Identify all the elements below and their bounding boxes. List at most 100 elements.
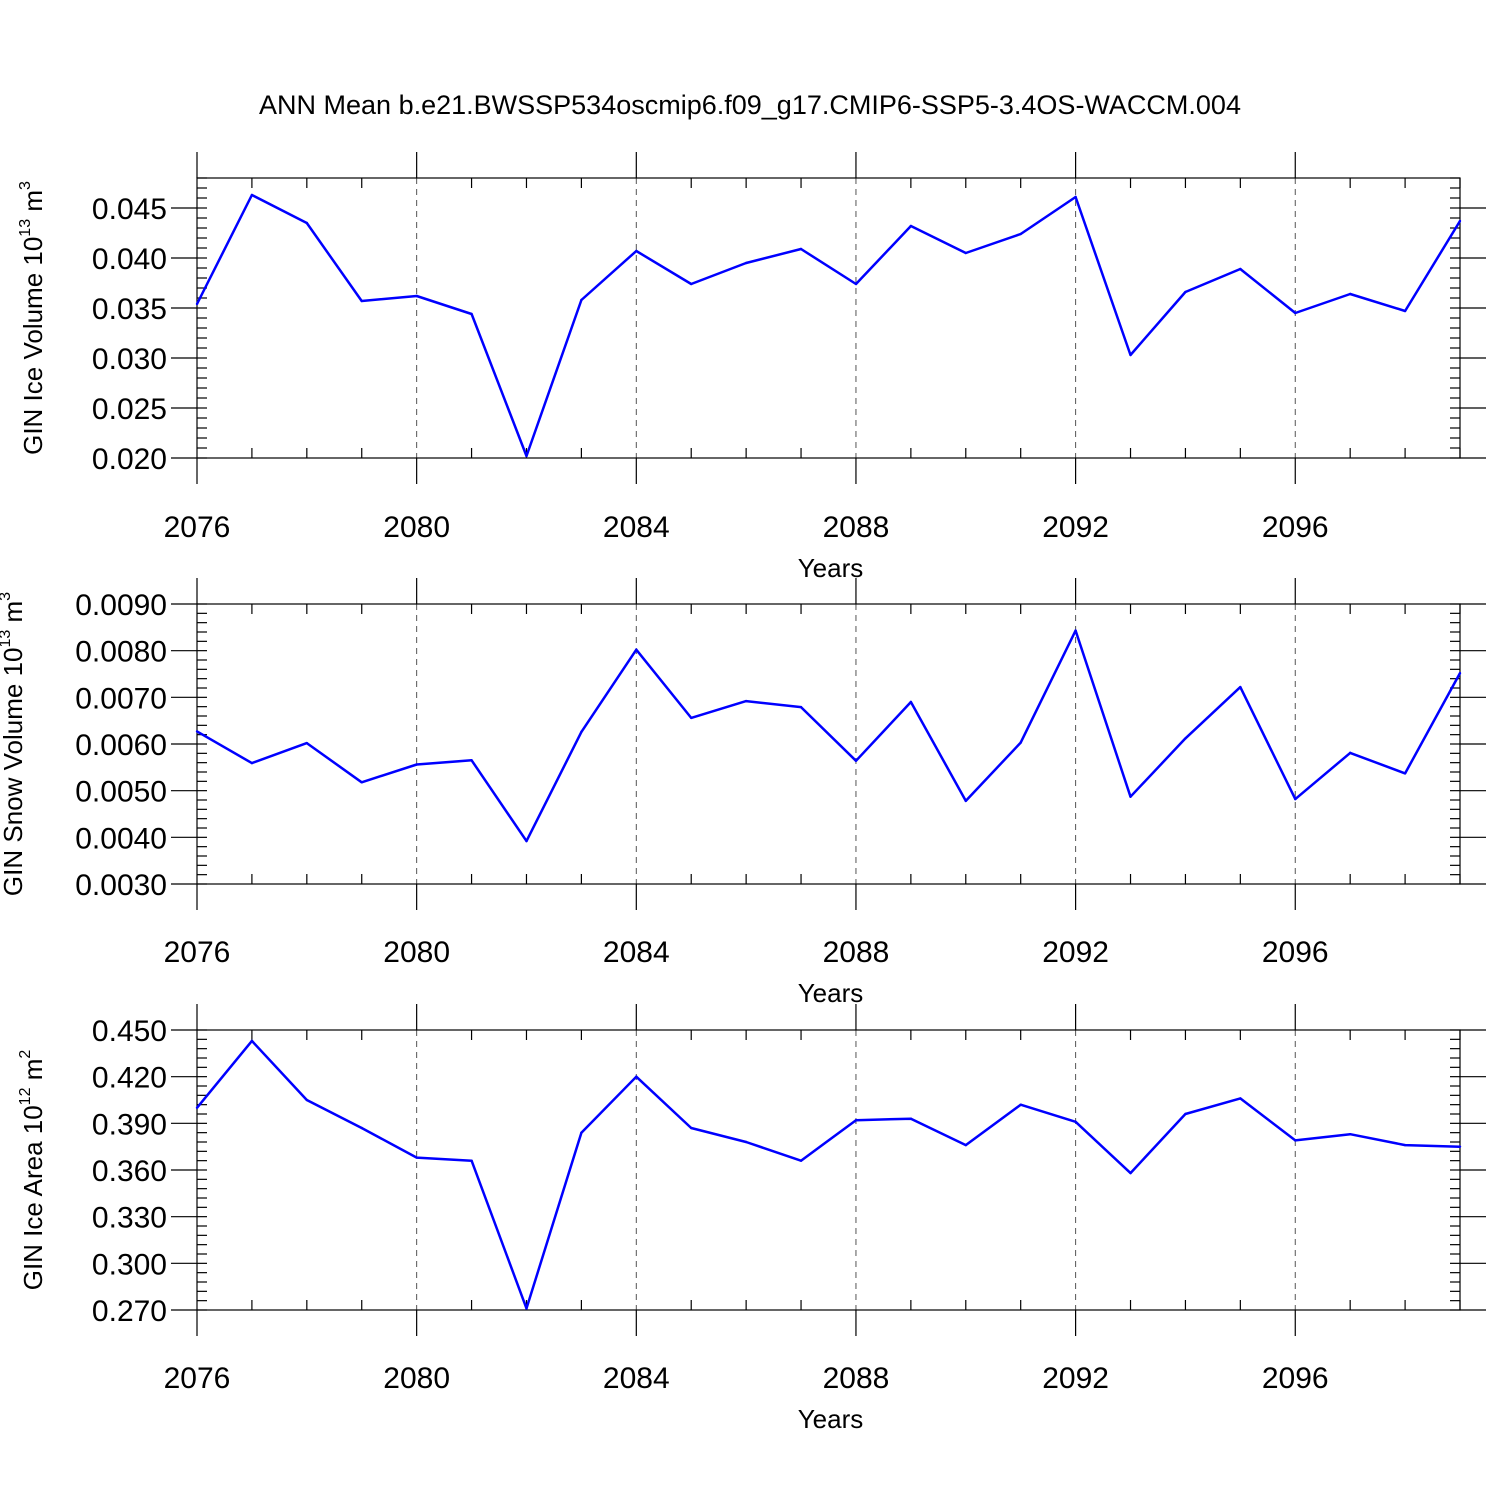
- data-point: [744, 699, 748, 703]
- data-point: [799, 247, 803, 251]
- series-line: [196, 629, 1462, 843]
- y-tick-label: 0.0090: [75, 589, 167, 622]
- data-point: [964, 1143, 967, 1147]
- data-point: [635, 1075, 638, 1078]
- y-tick-label: 0.300: [92, 1248, 167, 1281]
- data-point: [909, 1117, 913, 1120]
- data-point: [470, 759, 473, 762]
- x-tick-label: 2076: [164, 511, 231, 544]
- data-point: [1184, 290, 1187, 294]
- data-point: [854, 282, 858, 286]
- data-point: [415, 294, 418, 298]
- y-tick-label: 0.330: [92, 1202, 167, 1235]
- y-tick-label: 0.0030: [75, 869, 167, 902]
- data-point: [580, 298, 583, 302]
- data-point: [195, 730, 199, 733]
- data-point: [1074, 1120, 1077, 1123]
- y-tick-label: 0.0070: [75, 682, 167, 715]
- x-tick-label: 2084: [603, 936, 670, 969]
- y-tick-label: 0.0040: [75, 822, 167, 855]
- y-tick-label: 0.0050: [75, 776, 167, 809]
- plot-frame: [196, 603, 1461, 885]
- x-axis-label: Years: [798, 978, 864, 1008]
- x-axis-label: Years: [798, 1404, 864, 1434]
- data-point: [799, 1159, 803, 1162]
- data-point: [470, 1159, 473, 1162]
- data-point: [1129, 795, 1132, 798]
- y-tick-label: 0.040: [92, 243, 167, 276]
- data-point: [854, 1119, 858, 1122]
- y-tick-label: 0.025: [92, 393, 167, 426]
- x-tick-label: 2088: [823, 936, 890, 969]
- y-tick-label: 0.035: [92, 293, 167, 326]
- y-axis-label: GIN Snow Volume 1013 m3: [0, 592, 28, 896]
- x-tick-label: 2080: [383, 511, 450, 544]
- data-point: [1184, 737, 1187, 740]
- data-point: [1074, 195, 1077, 199]
- data-point: [909, 224, 913, 228]
- x-tick-label: 2088: [823, 511, 890, 544]
- y-tick-label: 0.020: [92, 443, 167, 476]
- data-point: [250, 1039, 254, 1043]
- data-point: [360, 781, 363, 784]
- data-point: [1239, 267, 1242, 271]
- y-tick-label: 0.045: [92, 193, 167, 226]
- data-point: [690, 716, 693, 720]
- data-point: [525, 839, 528, 843]
- data-point: [1294, 311, 1297, 315]
- y-tick-label: 0.390: [92, 1108, 167, 1141]
- x-tick-label: 2096: [1262, 511, 1329, 544]
- y-axis-label: GIN Ice Area 1012 m2: [17, 1050, 48, 1291]
- data-point: [580, 1131, 583, 1134]
- data-point: [799, 705, 803, 709]
- data-point: [525, 1307, 528, 1310]
- data-point: [305, 1098, 309, 1102]
- data-point: [690, 1126, 693, 1130]
- data-point: [1458, 671, 1462, 675]
- data-point: [580, 730, 583, 734]
- y-tick-label: 0.270: [92, 1295, 167, 1328]
- data-point: [1348, 292, 1352, 296]
- x-axis-label: Years: [798, 553, 864, 583]
- data-point: [305, 741, 309, 745]
- data-point: [250, 193, 254, 197]
- data-point: [1458, 219, 1462, 223]
- data-point: [1074, 629, 1077, 632]
- data-point: [744, 261, 748, 265]
- data-point: [744, 1140, 748, 1144]
- data-point: [1184, 1112, 1187, 1116]
- x-tick-label: 2096: [1262, 936, 1329, 969]
- data-point: [1403, 1143, 1407, 1147]
- data-point: [1239, 1097, 1242, 1100]
- x-tick-label: 2092: [1042, 936, 1109, 969]
- x-tick-label: 2084: [603, 511, 670, 544]
- x-tick-label: 2084: [603, 1362, 670, 1395]
- y-tick-label: 0.030: [92, 343, 167, 376]
- figure-title: ANN Mean b.e21.BWSSP534oscmip6.f09_g17.C…: [259, 90, 1241, 120]
- data-point: [1019, 741, 1022, 744]
- data-point: [1019, 1103, 1022, 1106]
- data-point: [415, 763, 418, 766]
- y-tick-label: 0.420: [92, 1062, 167, 1095]
- data-point: [525, 454, 528, 458]
- data-point: [1019, 232, 1022, 236]
- series-line: [196, 1039, 1461, 1310]
- y-axis-label: GIN Ice Volume 1013 m3: [17, 181, 48, 455]
- x-tick-label: 2080: [383, 936, 450, 969]
- data-point: [1403, 309, 1407, 313]
- data-point: [195, 1106, 199, 1109]
- data-point: [690, 282, 693, 286]
- data-point: [1403, 772, 1407, 775]
- data-point: [964, 251, 967, 255]
- data-point: [360, 299, 363, 303]
- x-tick-label: 2076: [164, 936, 231, 969]
- plot-frame: [196, 1029, 1461, 1311]
- data-point: [854, 759, 858, 762]
- data-point: [1348, 751, 1352, 755]
- data-point: [635, 249, 638, 253]
- panel-3: 2076 2080 2084 2088 2092 2096 0.270 0.300 0.330 0…: [17, 1004, 1486, 1434]
- x-tick-label: 2092: [1042, 1362, 1109, 1395]
- x-tick-label: 2092: [1042, 511, 1109, 544]
- series-line: [195, 193, 1462, 458]
